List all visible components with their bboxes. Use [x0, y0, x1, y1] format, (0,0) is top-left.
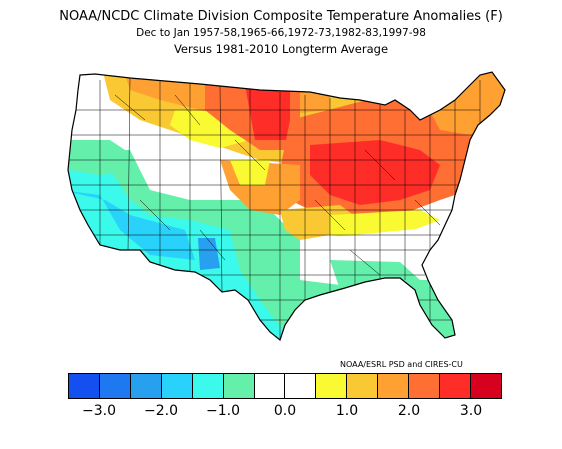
us-outline: [67, 71, 506, 342]
colorbar-cell: [347, 374, 379, 398]
colorbar-cell: [316, 374, 348, 398]
colorbar-cell: [161, 374, 193, 398]
map-title: NOAA/NCDC Climate Division Composite Tem…: [59, 9, 503, 24]
anomaly-fill: [68, 72, 505, 340]
colorbar-tick-label: 0.0: [273, 403, 297, 419]
colorbar: [68, 373, 502, 399]
colorbar-cell: [285, 374, 317, 398]
colorbar-cell: [440, 374, 471, 398]
colorbar-cell: [409, 374, 441, 398]
colorbar-cell: [254, 374, 286, 398]
colorbar-cell: [99, 374, 131, 398]
colorbar-cell: [69, 374, 100, 398]
colorbar-cell: [192, 374, 224, 398]
map-subtitle-baseline: Versus 1981-2010 Longterm Average: [173, 42, 389, 56]
colorbar-tick-label: 3.0: [459, 403, 483, 419]
map-subtitle-dates: Dec to Jan 1957-58,1965-66,1972-73,1982-…: [136, 27, 426, 39]
colorbar-cell: [223, 374, 255, 398]
data-credit: NOAA/ESRL PSD and CIRES-CU: [340, 360, 463, 369]
colorbar-tick-label: −3.0: [82, 403, 116, 419]
colorbar-cell: [470, 374, 501, 398]
colorbar-tick-label: −1.0: [206, 403, 240, 419]
colorbar-tick-label: 1.0: [335, 403, 359, 419]
colorbar-tick-label: 2.0: [397, 403, 421, 419]
colorbar-tick-label: −2.0: [144, 403, 178, 419]
colorbar-cell: [378, 374, 410, 398]
colorbar-cell: [130, 374, 162, 398]
